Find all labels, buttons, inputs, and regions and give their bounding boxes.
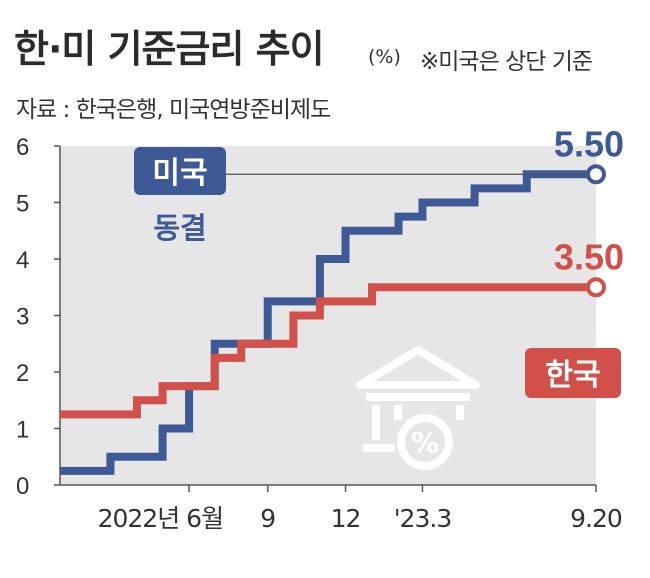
plot-area [60, 146, 596, 485]
source-note: 자료 : 한국은행, 미국연방준비제도 [16, 97, 331, 123]
x-tick-label: 12 [331, 504, 361, 533]
unit-label: (%) [368, 46, 401, 68]
y-tick-label: 2 [16, 360, 29, 387]
series-end-marker [586, 164, 606, 185]
kr-label-text: 한국 [545, 358, 600, 393]
us-label-box [134, 147, 226, 195]
y-tick-label: 0 [16, 473, 29, 500]
series-line-us [60, 170, 596, 475]
series-end-value: 3.50 [554, 236, 624, 277]
x-tick-label: 2022년 6월 [98, 504, 223, 533]
us-sublabel: 동결 [153, 211, 206, 245]
basis-note: ※미국은 상단 기준 [420, 49, 593, 75]
x-tick-label: 9 [260, 504, 275, 533]
svg-text:%: % [411, 426, 439, 459]
kr-label-box [525, 348, 621, 398]
y-tick-label: 3 [16, 304, 29, 331]
y-tick-label: 1 [16, 417, 29, 444]
series-end-marker [586, 277, 606, 298]
us-label-text: 미국 [152, 156, 207, 191]
series-end-value: 5.50 [554, 123, 624, 164]
y-tick-label: 5 [16, 191, 29, 218]
chart-title: 한·미 기준금리 추이 [14, 27, 325, 71]
x-tick-label: '23.3 [394, 504, 452, 533]
x-tick-label: 9.20 [570, 504, 622, 533]
series-line-kr [60, 283, 596, 419]
y-tick-label: 4 [16, 247, 29, 274]
y-tick-label: 6 [16, 134, 29, 161]
bank-icon: % [356, 346, 480, 470]
